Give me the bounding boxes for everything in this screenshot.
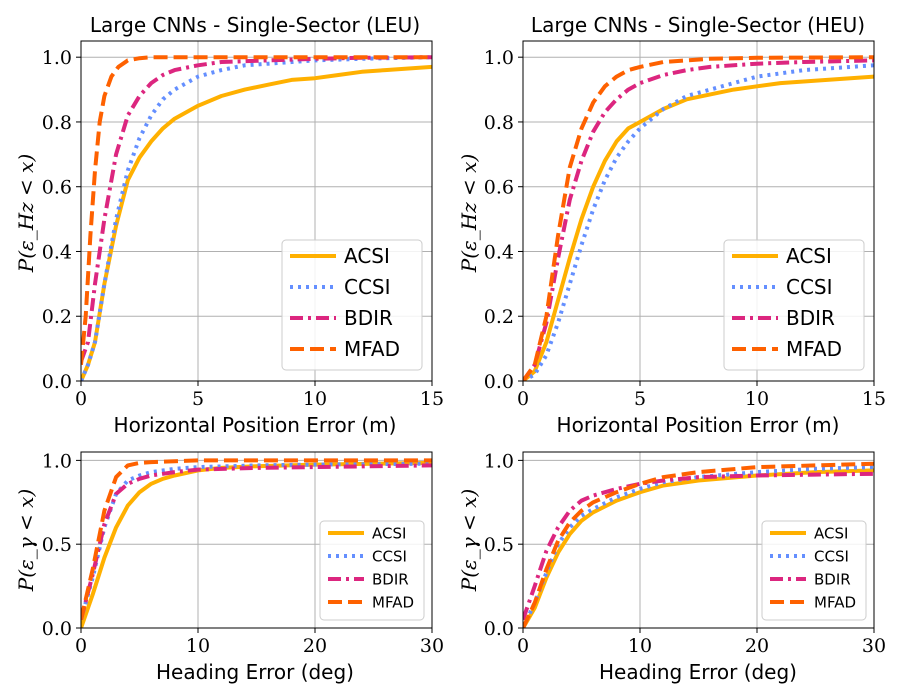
legend-label-acsi: ACSI — [814, 524, 848, 542]
y-tick-label: 0.5 — [484, 534, 514, 556]
plot-frame — [522, 451, 875, 629]
series-line-bdir — [523, 58, 874, 381]
x-tick-label: 10 — [628, 635, 652, 657]
panel-leu-heading: Heading Error (deg) P(ε_γ < x) 0 10 20 30 0.… — [14, 450, 444, 684]
legend-label-ccsi: CCSI — [344, 275, 391, 299]
y-tick-label: 0.6 — [484, 177, 514, 199]
legend-label-ccsi: CCSI — [786, 275, 833, 299]
x-tick-label: 30 — [420, 635, 444, 657]
x-tick-label: 10 — [745, 388, 769, 410]
legend-box — [281, 239, 423, 371]
legend-label-bdir: BDIR — [786, 306, 835, 330]
legend: ACSI CCSI BDIR MFAD — [761, 520, 867, 621]
y-tick-label: 0.0 — [484, 618, 514, 640]
legend-label-acsi: ACSI — [372, 524, 406, 542]
y-tick-label: 0.0 — [42, 618, 72, 640]
x-tick-label: 0 — [517, 388, 529, 410]
legend-label-bdir: BDIR — [814, 570, 851, 588]
legend-label-acsi: ACSI — [786, 244, 832, 268]
chart-title: Large CNNs - Single-Sector (LEU) — [90, 13, 420, 37]
x-tick-label: 30 — [862, 635, 886, 657]
y-tick-label: 0.4 — [484, 241, 514, 263]
y-tick-label: 0.2 — [484, 306, 514, 328]
series-line-acsi — [81, 460, 432, 628]
legend-label-bdir: BDIR — [344, 306, 393, 330]
legend-label-mfad: MFAD — [344, 337, 400, 361]
legend-label-mfad: MFAD — [372, 593, 414, 611]
y-tick-label: 0.6 — [42, 177, 72, 199]
y-tick-label: 1.0 — [484, 47, 514, 69]
y-tick-label: 0.8 — [484, 112, 514, 134]
series-line-bdir — [81, 463, 432, 621]
panel-leu-position: Large CNNs - Single-Sector (LEU) Horizon… — [14, 13, 444, 437]
legend-box — [723, 239, 865, 371]
y-axis-label: P(ε_γ < x) — [457, 489, 481, 593]
x-tick-label: 0 — [517, 635, 529, 657]
y-tick-label: 0.8 — [42, 112, 72, 134]
x-axis-label: Horizontal Position Error (m) — [114, 413, 397, 437]
series-line-ccsi — [81, 55, 432, 381]
x-tick-label: 15 — [420, 388, 444, 410]
x-tick-label: 5 — [634, 388, 646, 410]
legend-box — [319, 520, 425, 621]
plot-frame — [522, 40, 875, 382]
plot-frame — [80, 40, 433, 382]
series-line-mfad — [523, 55, 874, 381]
legend-label-bdir: BDIR — [372, 570, 409, 588]
series-line-ccsi — [81, 461, 432, 621]
series-line-bdir — [523, 471, 874, 621]
legend: ACSI CCSI BDIR MFAD — [723, 239, 865, 371]
y-tick-label: 1.0 — [42, 450, 72, 472]
y-tick-label: 0.0 — [484, 371, 514, 393]
legend: ACSI CCSI BDIR MFAD — [319, 520, 425, 621]
plot-frame — [80, 451, 433, 629]
legend-label-mfad: MFAD — [814, 593, 856, 611]
x-axis-label: Heading Error (deg) — [599, 660, 797, 684]
x-axis-label: Horizontal Position Error (m) — [557, 413, 840, 437]
x-axis-label: Heading Error (deg) — [156, 660, 354, 684]
legend-label-acsi: ACSI — [344, 244, 390, 268]
series-line-mfad — [81, 55, 432, 365]
y-axis-label: P(ε_γ < x) — [14, 489, 38, 593]
legend-label-ccsi: CCSI — [372, 547, 407, 565]
x-tick-label: 10 — [303, 388, 327, 410]
legend-box — [761, 520, 867, 621]
legend-label-ccsi: CCSI — [814, 547, 849, 565]
panel-heu-heading: Heading Error (deg) P(ε_γ < x) 0 10 20 30 0.… — [457, 450, 886, 684]
x-tick-label: 20 — [303, 635, 327, 657]
y-tick-label: 0.4 — [42, 241, 72, 263]
panel-heu-position: Large CNNs - Single-Sector (HEU) Horizon… — [457, 13, 886, 437]
y-tick-label: 1.0 — [42, 47, 72, 69]
x-tick-label: 10 — [186, 635, 210, 657]
x-tick-label: 20 — [745, 635, 769, 657]
legend: ACSI CCSI BDIR MFAD — [281, 239, 423, 371]
y-axis-label: P(ε_Hz < x) — [14, 154, 38, 274]
y-tick-label: 0.2 — [42, 306, 72, 328]
series-line-bdir — [81, 55, 432, 363]
series-line-mfad — [81, 458, 432, 621]
x-tick-label: 5 — [192, 388, 204, 410]
series-line-mfad — [523, 461, 874, 628]
x-tick-label: 0 — [75, 635, 87, 657]
y-tick-label: 0.0 — [42, 371, 72, 393]
chart-title: Large CNNs - Single-Sector (HEU) — [531, 13, 865, 37]
series-line-acsi — [523, 468, 874, 628]
x-tick-label: 0 — [75, 388, 87, 410]
y-axis-label: P(ε_Hz < x) — [457, 154, 481, 274]
legend-label-mfad: MFAD — [786, 337, 842, 361]
x-tick-label: 15 — [862, 388, 886, 410]
y-tick-label: 1.0 — [484, 450, 514, 472]
y-tick-label: 0.5 — [42, 534, 72, 556]
series-line-acsi — [523, 74, 874, 381]
